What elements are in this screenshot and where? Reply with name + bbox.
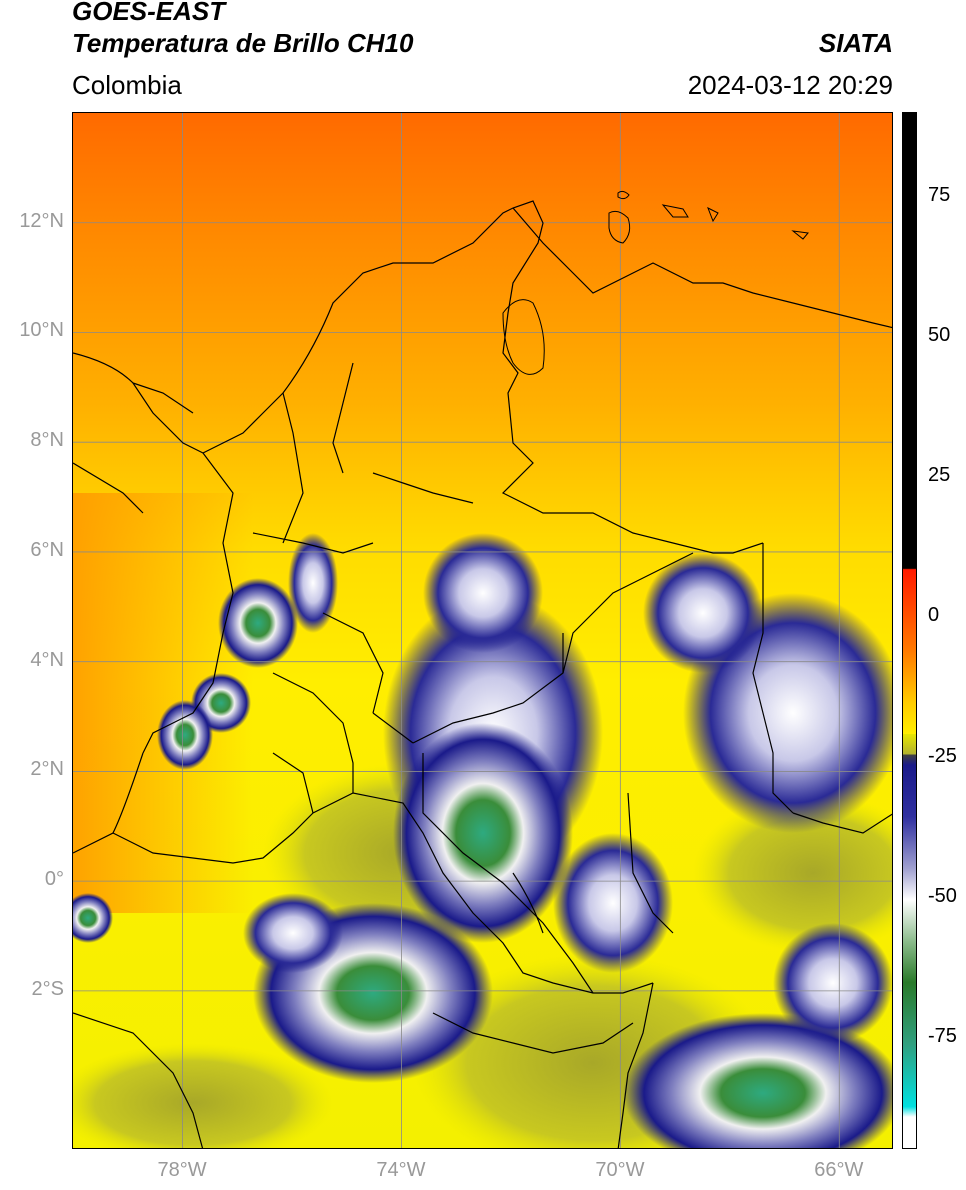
- latitude-tick-label: 0°: [44, 868, 64, 891]
- latitude-tick-label: 8°N: [30, 429, 64, 452]
- brightness-temperature-map: [72, 112, 893, 1149]
- map-canvas: [73, 113, 892, 1148]
- longitude-tick-label: 66°W: [814, 1159, 864, 1181]
- colorbar-tick-label: 50: [928, 324, 951, 347]
- region-label: Colombia: [72, 70, 182, 100]
- latitude-tick-label: 6°N: [30, 538, 64, 561]
- colorbar-tick-label: -75: [928, 1024, 957, 1047]
- colorbar-ramp: [903, 113, 916, 1148]
- colorbar-tick-label: -50: [928, 884, 957, 907]
- source-label: SIATA: [818, 28, 893, 58]
- country-borders: [73, 200, 892, 1148]
- colorbar-tick-label: -25: [928, 744, 957, 767]
- colorbar-tick-label: 75: [928, 184, 951, 207]
- latitude-tick-label: 2°N: [30, 758, 64, 781]
- title-line2: Temperatura de Brillo CH10: [72, 28, 414, 58]
- datetime-label: 2024-03-12 20:29: [687, 70, 893, 100]
- longitude-tick-label: 74°W: [376, 1159, 426, 1181]
- colorbar-tick-label: 25: [928, 464, 951, 487]
- latitude-tick-label: 12°N: [19, 209, 64, 232]
- graticule: [73, 113, 892, 1148]
- colorbar-tick-label: 0: [928, 604, 940, 627]
- latitude-tick-label: 2°S: [31, 977, 64, 1000]
- islands: [502, 190, 809, 375]
- latitude-tick-label: 10°N: [19, 319, 64, 342]
- longitude-tick-label: 70°W: [595, 1159, 645, 1181]
- longitude-tick-label: 78°W: [157, 1159, 207, 1181]
- colorbar: [902, 112, 917, 1149]
- latitude-tick-label: 4°N: [30, 648, 64, 671]
- title-line1: GOES-EAST: [72, 0, 226, 26]
- convective-clouds: [73, 533, 892, 1148]
